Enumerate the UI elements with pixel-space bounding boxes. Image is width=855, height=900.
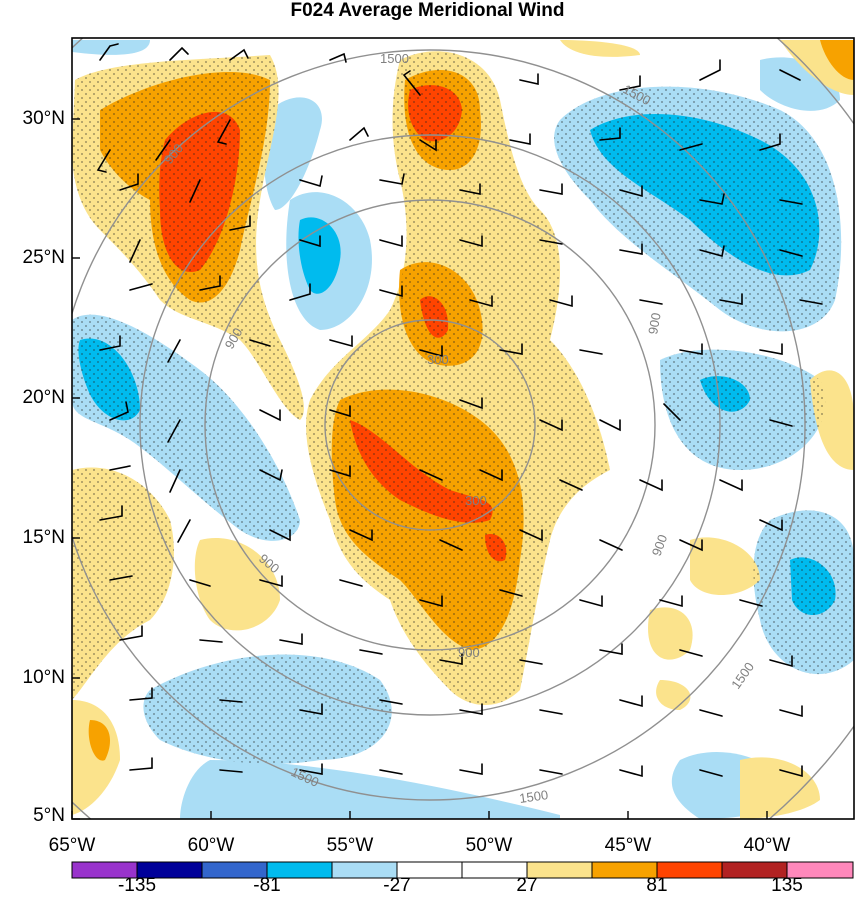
colorbar-swatch — [722, 862, 787, 878]
lat-label: 10°N — [22, 667, 65, 688]
lon-label: 50°W — [465, 835, 513, 856]
colorbar-swatch — [267, 862, 332, 878]
lat-label: 20°N — [22, 387, 65, 408]
lon-label: 60°W — [187, 835, 235, 856]
colorbar-swatch — [137, 862, 202, 878]
ring-label: 1500 — [518, 787, 549, 806]
colorbar-label: 27 — [516, 875, 538, 896]
lat-label: 30°N — [22, 108, 65, 129]
lon-label: 55°W — [326, 835, 374, 856]
colorbar-label: -135 — [117, 875, 157, 896]
colorbar-label: 135 — [771, 875, 803, 896]
colorbar-label: -27 — [383, 875, 411, 896]
colorbar-label: 81 — [646, 875, 668, 896]
ring-label: 300 — [427, 352, 449, 367]
colorbar — [71, 861, 854, 879]
map-frame — [71, 37, 855, 820]
lon-label: 45°W — [604, 835, 652, 856]
axis-ticks — [71, 118, 768, 820]
colorbar-swatch — [787, 862, 853, 878]
ring-label: 1500 — [380, 51, 409, 66]
lon-label: 40°W — [743, 835, 791, 856]
map-title: F024 Average Meridional Wind — [290, 0, 565, 21]
significance-stippling — [72, 51, 854, 764]
ring-label: 900 — [649, 533, 671, 559]
colorbar-label: -81 — [253, 875, 281, 896]
colorbar-swatch — [592, 862, 657, 878]
lat-label: 15°N — [22, 527, 65, 548]
ring-label: 900 — [645, 312, 664, 336]
ring-label: 900 — [458, 645, 480, 660]
colorbar-swatch — [397, 862, 462, 878]
wind-barbs — [96, 43, 823, 778]
lon-label: 65°W — [48, 835, 96, 856]
ring-label: 300 — [465, 493, 487, 508]
colorbar-swatch — [657, 862, 722, 878]
lat-label: 25°N — [22, 247, 65, 268]
colorbar-swatch — [72, 862, 137, 878]
colorbar-swatch — [332, 862, 397, 878]
lat-label: 5°N — [33, 805, 65, 826]
colorbar-swatch — [202, 862, 267, 878]
colorbar-swatch — [462, 862, 527, 878]
colorbar-swatch — [527, 862, 592, 878]
